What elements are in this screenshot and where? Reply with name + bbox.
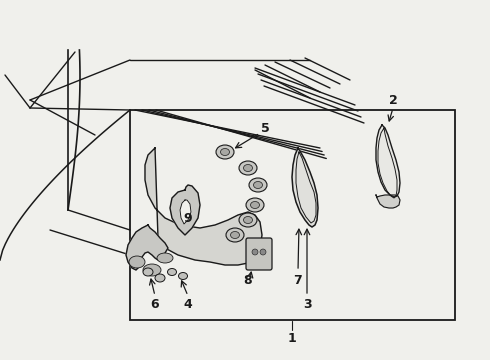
Circle shape (260, 249, 266, 255)
Ellipse shape (216, 145, 234, 159)
Ellipse shape (226, 228, 244, 242)
Ellipse shape (129, 256, 145, 268)
Polygon shape (126, 225, 168, 270)
Text: 1: 1 (288, 332, 296, 345)
Ellipse shape (239, 161, 257, 175)
Text: 4: 4 (184, 298, 193, 311)
Ellipse shape (178, 273, 188, 279)
Text: 9: 9 (184, 212, 192, 225)
Ellipse shape (244, 165, 252, 171)
Polygon shape (180, 200, 191, 224)
Polygon shape (170, 185, 200, 235)
Text: 7: 7 (294, 274, 302, 287)
Polygon shape (145, 148, 262, 265)
Ellipse shape (168, 269, 176, 275)
Bar (130, 110, 455, 320)
Text: 3: 3 (303, 298, 311, 311)
Ellipse shape (155, 274, 165, 282)
Ellipse shape (250, 202, 260, 208)
Circle shape (252, 249, 258, 255)
Text: 5: 5 (261, 122, 270, 135)
Ellipse shape (220, 149, 229, 156)
Ellipse shape (249, 178, 267, 192)
Text: 8: 8 (244, 274, 252, 287)
Ellipse shape (244, 216, 252, 224)
Ellipse shape (253, 181, 263, 189)
Polygon shape (376, 195, 400, 208)
Ellipse shape (143, 264, 161, 276)
Polygon shape (376, 125, 400, 197)
Ellipse shape (143, 268, 153, 276)
FancyBboxPatch shape (246, 238, 272, 270)
Text: 2: 2 (389, 94, 397, 107)
Polygon shape (292, 148, 318, 227)
Ellipse shape (230, 231, 240, 239)
Ellipse shape (157, 253, 173, 263)
Text: 6: 6 (151, 298, 159, 311)
Ellipse shape (239, 213, 257, 227)
Ellipse shape (246, 198, 264, 212)
